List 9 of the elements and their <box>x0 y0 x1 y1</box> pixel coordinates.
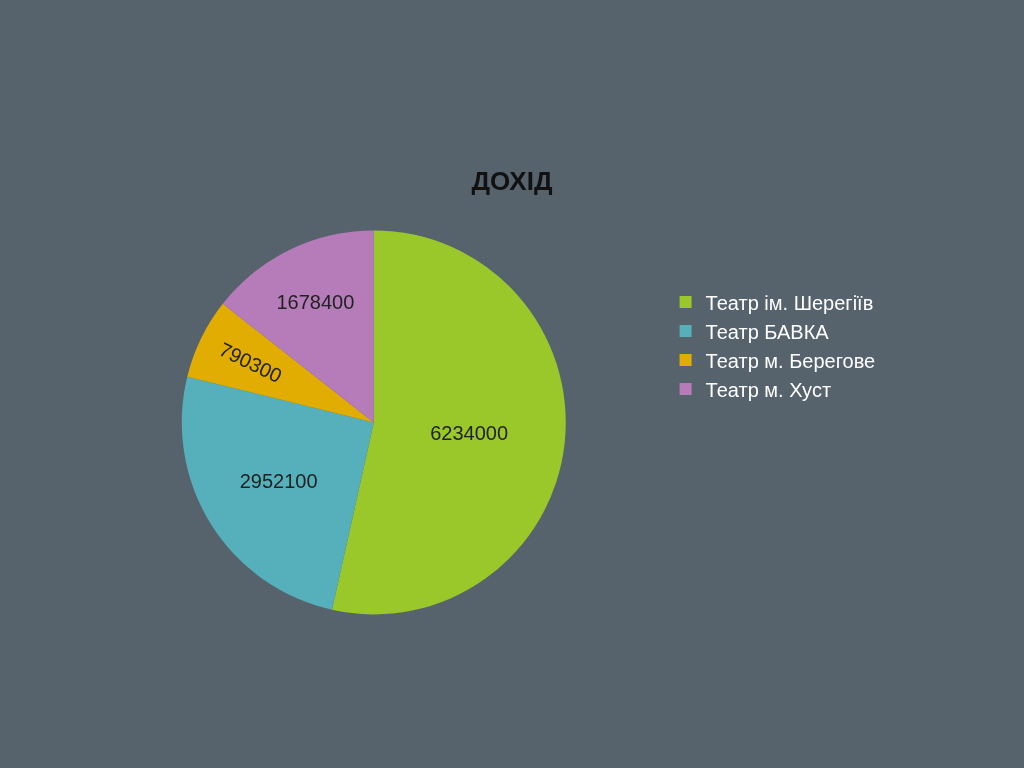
data-label: 6234000 <box>430 421 509 444</box>
legend-label: Театр ім. Шерегіїв <box>705 291 874 314</box>
legend-label: Театр м. Берегове <box>705 349 876 372</box>
chart-title: ДОХІД <box>471 165 553 196</box>
data-label: 1678400 <box>276 291 355 314</box>
legend-label: Театр м. Хуст <box>705 378 832 401</box>
pie-slice <box>222 230 374 423</box>
legend-label: Театр БАВКА <box>705 320 830 343</box>
data-label: 2952100 <box>239 470 318 493</box>
